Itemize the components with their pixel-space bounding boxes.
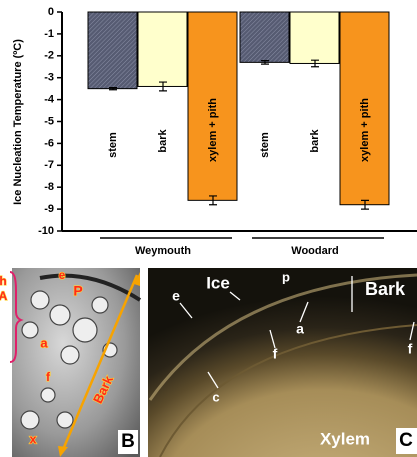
- annotation: Ice: [206, 273, 230, 292]
- bar-label: bark: [309, 129, 321, 153]
- bar-chart: Ice Nucleation Temperature (ºC) A 0-1-2-…: [12, 6, 417, 257]
- annotation: e: [172, 288, 180, 304]
- y-tick-label: -1: [44, 28, 54, 40]
- y-tick-label: -5: [44, 115, 54, 127]
- y-tick-label: -3: [44, 72, 54, 84]
- bar-label: xylem + pith: [359, 98, 371, 162]
- annotation: a: [296, 321, 304, 337]
- annotation: f: [273, 346, 278, 362]
- y-tick-label: -6: [44, 137, 54, 149]
- x-tick-label: Weymouth: [135, 245, 191, 257]
- panel-label: B: [121, 431, 135, 452]
- annotation: h: [0, 274, 7, 288]
- figure: Ice Nucleation Temperature (ºC) A 0 -1 -2 -…: [0, 0, 417, 457]
- bar: [290, 12, 339, 63]
- y-tick-label: -2: [44, 50, 54, 62]
- annotation: P: [73, 283, 82, 299]
- bar-label: stem: [107, 132, 119, 158]
- annotation: a: [40, 335, 48, 350]
- annotation: c: [212, 389, 219, 404]
- bar-label: xylem + pith: [207, 98, 219, 162]
- annotation: x: [29, 431, 37, 446]
- y-tick-label: -8: [44, 181, 54, 193]
- annotation: p: [282, 269, 290, 284]
- annotation: e: [59, 268, 66, 282]
- bar: [88, 12, 137, 89]
- bar-label: bark: [157, 129, 169, 153]
- annotation: Xylem: [320, 429, 370, 448]
- bar-label: stem: [259, 132, 271, 158]
- y-tick-label: -7: [44, 159, 54, 171]
- bar: [240, 12, 289, 62]
- y-tick-label: -4: [44, 94, 55, 106]
- panel-label: C: [399, 430, 413, 451]
- annotation: A: [0, 289, 8, 303]
- bar: [138, 12, 187, 86]
- annotation: f: [408, 341, 413, 357]
- y-tick-label: -9: [44, 203, 54, 215]
- y-tick-label: -10: [38, 225, 54, 237]
- annotation: Bark: [365, 279, 406, 299]
- y-axis-label: Ice Nucleation Temperature (ºC): [12, 39, 24, 205]
- y-tick-label: 0: [48, 6, 54, 18]
- x-tick-label: Woodard: [291, 245, 338, 257]
